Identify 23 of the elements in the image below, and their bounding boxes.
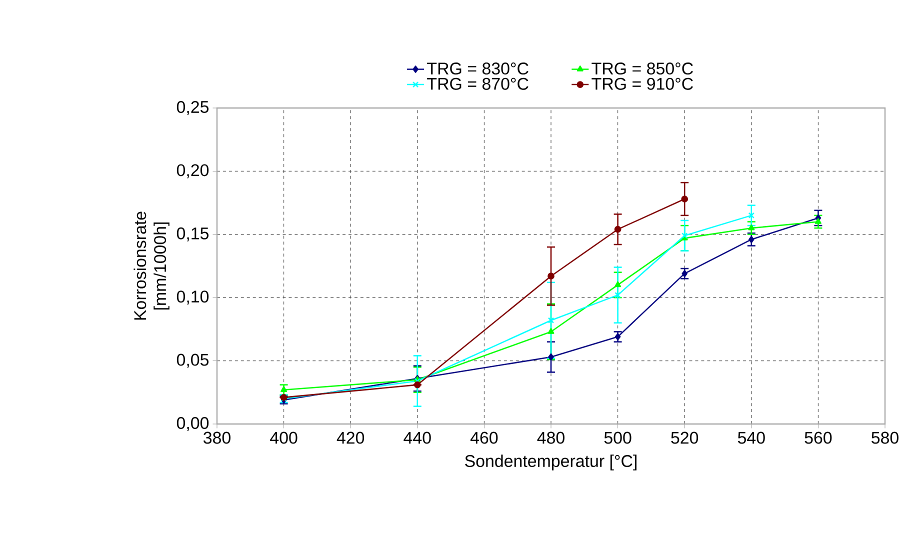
y-tick-label: 0,25: [176, 101, 209, 115]
x-tick-label: 400: [270, 432, 298, 444]
x-tick-label: 580: [872, 432, 898, 444]
x-tick-label: 440: [404, 432, 431, 444]
y-tick-label: 0,00: [176, 417, 209, 432]
legend-label: TRG = 850°C: [592, 62, 693, 75]
x-tick-label: 380: [204, 432, 230, 444]
x-tick-label: 480: [537, 432, 564, 444]
x-tick-label: 460: [470, 432, 498, 444]
x-tick-label: 560: [804, 432, 832, 444]
y-tick-label: 0,05: [176, 354, 209, 368]
x-axis-title: Sondentemperatur [°C]: [465, 454, 636, 470]
x-tick-label: 420: [336, 432, 364, 444]
y-axis-title: Korrosionsrate [mm/1000h]: [134, 212, 170, 320]
y-tick-label: 0,20: [176, 164, 209, 178]
legend-label: TRG = 910°C: [592, 78, 693, 90]
legend-label: TRG = 870°C: [427, 78, 528, 90]
x-tick-label: 540: [738, 432, 765, 444]
legend-label: TRG = 830°C: [427, 62, 528, 75]
x-tick-label: 500: [604, 432, 632, 444]
x-tick-label: 520: [671, 432, 698, 444]
y-tick-label: 0,15: [176, 227, 209, 242]
y-tick-label: 0,10: [176, 290, 209, 305]
